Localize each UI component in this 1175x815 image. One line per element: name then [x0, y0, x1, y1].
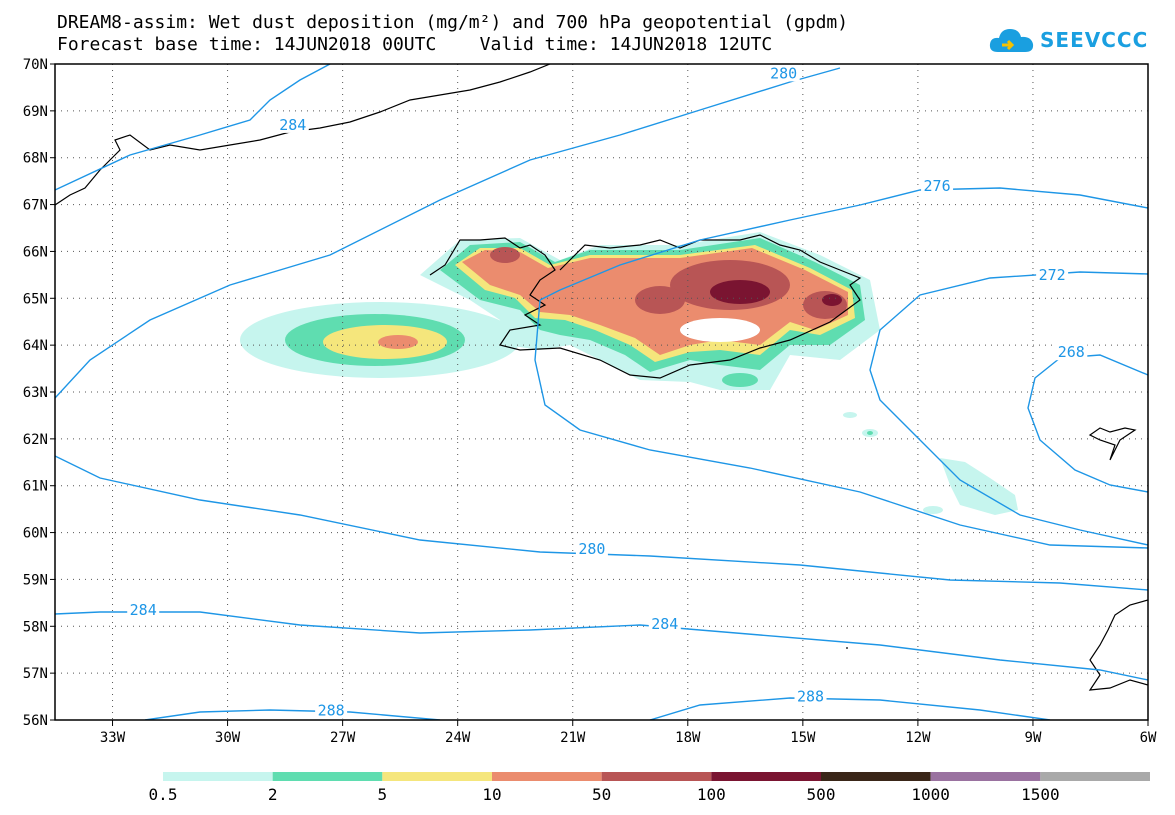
lat-tick-label: 61N	[23, 479, 48, 495]
legend-label: 10	[482, 785, 501, 804]
contour-284-north	[55, 64, 331, 191]
lon-tick-label: 12W	[905, 730, 931, 746]
contour-label: 284	[651, 615, 678, 633]
lat-tick-label: 69N	[23, 104, 48, 120]
dust-shading	[240, 232, 1018, 515]
legend-swatch	[382, 772, 492, 781]
legend-label: 100	[697, 785, 726, 804]
contour-label-bg	[794, 687, 827, 705]
legend-label: 0.5	[149, 785, 178, 804]
legend-label: 50	[592, 785, 611, 804]
dust-area	[378, 335, 418, 349]
lon-tick-label: 27W	[330, 730, 356, 746]
legend-label: 2	[268, 785, 278, 804]
graticule	[55, 64, 1148, 720]
contour-label-bg	[1055, 343, 1088, 361]
dust-free-area	[680, 318, 760, 342]
lat-tick-label: 57N	[23, 666, 48, 682]
legend-swatch	[930, 772, 1041, 781]
contour-284-south	[55, 611, 1148, 681]
geopotential-contours	[55, 64, 1148, 720]
map-title: DREAM8-assim: Wet dust deposition (mg/m²…	[57, 12, 849, 33]
contour-label: 280	[578, 540, 605, 558]
contour-label: 288	[797, 688, 824, 706]
contour-label-bg	[575, 539, 608, 557]
contour-288-west	[144, 709, 441, 720]
contour-276	[869, 271, 1148, 546]
faroe-coast	[1088, 427, 1137, 461]
dust-area	[710, 280, 770, 304]
dust-area	[490, 247, 520, 263]
axes: 33W 30W 27W 24W 21W 18W 15W 12W 9W 6W 70N 69N 68N 67N…	[23, 57, 1157, 746]
lon-tick-label: 15W	[790, 730, 816, 746]
lat-tick-label: 63N	[23, 385, 48, 401]
lat-tick-label: 70N	[23, 57, 48, 73]
color-legend: 0.5 2 5 10 50 100 500 1000 1500	[149, 772, 1150, 804]
dust-area	[722, 373, 758, 387]
lat-tick-label: 67N	[23, 198, 48, 214]
dust-area	[822, 294, 842, 306]
legend-swatch	[1040, 772, 1150, 781]
contour-label: 280	[770, 64, 797, 82]
contour-label-bg	[276, 115, 309, 133]
logo-text: SEEVCCC	[1040, 28, 1149, 52]
contour-label-bg	[127, 600, 160, 618]
lon-tick-label: 24W	[445, 730, 471, 746]
map-subtitle: Forecast base time: 14JUN2018 00UTC Vali…	[57, 34, 773, 55]
lat-tick-label: 64N	[23, 338, 48, 354]
dust-area	[923, 506, 943, 514]
contour-280-south	[534, 299, 1148, 549]
lon-tick-label: 21W	[560, 730, 586, 746]
contour-label: 268	[1058, 343, 1085, 361]
lon-tick-label: 33W	[100, 730, 126, 746]
contour-280-north	[55, 67, 841, 399]
contour-288-east	[649, 697, 1051, 720]
contour-label-bg	[921, 176, 954, 194]
contour-280-south2	[55, 455, 1148, 591]
dust-area	[867, 431, 873, 435]
legend-label: 500	[807, 785, 836, 804]
cloud-icon	[989, 29, 1034, 52]
contour-label: 288	[318, 702, 345, 720]
lat-tick-label: 56N	[23, 713, 48, 729]
lat-tick-label: 65N	[23, 291, 48, 307]
scotland-coast	[1088, 599, 1148, 691]
lon-tick-label: 6W	[1140, 730, 1157, 746]
seevccc-logo: SEEVCCC	[988, 22, 1148, 58]
contour-label: 276	[924, 177, 951, 195]
lat-tick-label: 59N	[23, 572, 48, 588]
contour-label-bg	[648, 614, 681, 632]
lat-tick-label: 60N	[23, 526, 48, 542]
legend-label: 1500	[1021, 785, 1060, 804]
contour-label-bg	[767, 64, 800, 82]
contour-label: 272	[1039, 266, 1066, 284]
dust-area	[635, 286, 685, 314]
contour-label: 284	[279, 116, 306, 134]
dust-area	[843, 412, 857, 418]
contour-labels: 280 284 276 272 268 280 284 284 288 288	[127, 64, 1088, 720]
lat-tick-label: 68N	[23, 151, 48, 167]
greenland-coast	[55, 64, 551, 206]
legend-swatch	[711, 772, 821, 781]
contour-label: 284	[130, 601, 157, 619]
lon-tick-label: 9W	[1025, 730, 1042, 746]
legend-swatch	[492, 772, 602, 781]
contour-label-bg	[1036, 265, 1069, 283]
legend-swatch	[272, 772, 383, 781]
contour-280-mid	[539, 187, 1148, 301]
legend-swatch	[601, 772, 712, 781]
lon-tick-label: 30W	[215, 730, 241, 746]
lon-tick-label: 18W	[675, 730, 701, 746]
legend-swatch	[163, 772, 273, 781]
contour-label-bg	[315, 701, 348, 719]
lat-tick-label: 62N	[23, 432, 48, 448]
legend-label: 1000	[911, 785, 950, 804]
contour-272	[1027, 354, 1148, 493]
lat-tick-label: 66N	[23, 244, 48, 260]
dust-area	[940, 458, 1018, 515]
legend-swatch	[821, 772, 931, 781]
lat-tick-label: 58N	[23, 619, 48, 635]
legend-label: 5	[378, 785, 388, 804]
